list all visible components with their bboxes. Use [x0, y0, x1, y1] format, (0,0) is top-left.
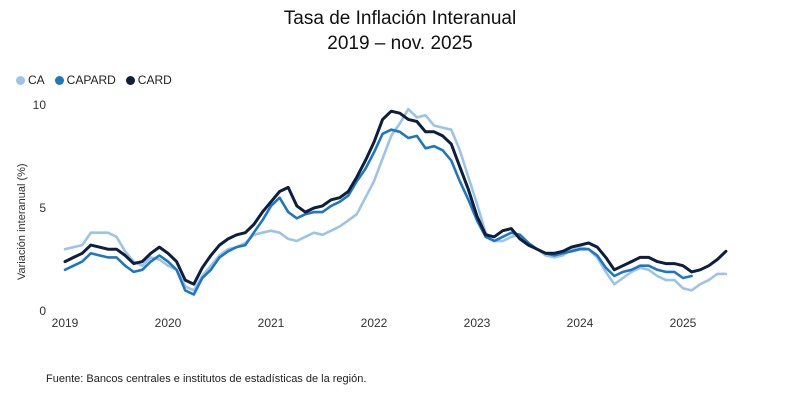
chart-title-line1: Tasa de Inflación Interanual — [283, 8, 517, 29]
chart-legend: CA CAPARD CARD — [16, 73, 172, 87]
legend-label-capard: CAPARD — [66, 73, 116, 87]
chart-title: Tasa de Inflación Interanual 2019 – nov.… — [0, 6, 800, 56]
series-line-card — [63, 109, 728, 286]
x-tick-label: 2024 — [567, 316, 594, 330]
legend-label-card: CARD — [137, 73, 172, 87]
y-tick-labels: 0 5 10 — [33, 98, 47, 318]
legend-swatch-capard — [54, 75, 64, 85]
x-tick-label: 2020 — [155, 316, 182, 330]
legend-label-ca: CA — [28, 73, 45, 87]
x-tick-label: 2022 — [361, 316, 388, 330]
x-tick-label: 2019 — [52, 316, 79, 330]
x-tick-labels: 2019 2020 2021 2022 2023 2024 2025 — [52, 316, 697, 330]
legend-swatch-ca — [16, 75, 25, 85]
y-tick-label: 10 — [33, 98, 47, 112]
series-line-capard — [63, 128, 693, 296]
source-note: Fuente: Bancos centrales e institutos de… — [46, 373, 367, 385]
legend-swatch-card — [125, 75, 135, 85]
x-tick-label: 2023 — [464, 316, 491, 330]
y-tick-label: 0 — [39, 304, 46, 318]
legend-item-capard: CAPARD — [54, 73, 116, 87]
x-tick-label: 2025 — [670, 316, 697, 330]
chart-title-line2: 2019 – nov. 2025 — [327, 33, 473, 54]
series-lines — [63, 107, 728, 296]
y-tick-label: 5 — [39, 201, 46, 215]
x-tick-label: 2021 — [258, 316, 285, 330]
legend-item-card: CARD — [125, 73, 172, 87]
legend-item-ca: CA — [16, 73, 45, 87]
